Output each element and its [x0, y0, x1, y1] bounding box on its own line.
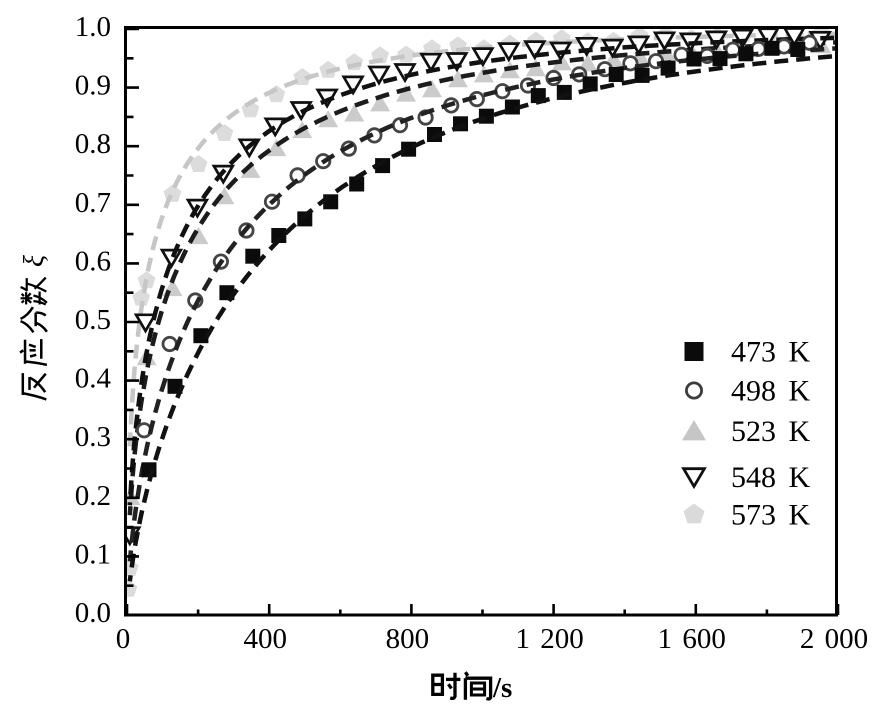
svg-text:800: 800 — [386, 623, 430, 655]
svg-text:0.9: 0.9 — [75, 70, 111, 102]
svg-text:1 600: 1 600 — [658, 623, 726, 655]
svg-text:2 000: 2 000 — [800, 623, 868, 655]
svg-text:0.3: 0.3 — [75, 421, 111, 453]
svg-text:0.6: 0.6 — [75, 245, 111, 277]
svg-text:0: 0 — [116, 623, 131, 655]
svg-text:498 K: 498 K — [731, 375, 811, 408]
svg-text:573 K: 573 K — [731, 499, 811, 532]
svg-text:ξ: ξ — [19, 255, 50, 267]
svg-text:0.8: 0.8 — [75, 128, 111, 160]
svg-text:/s: /s — [492, 672, 512, 704]
svg-text:400: 400 — [243, 623, 287, 655]
svg-text:0.2: 0.2 — [75, 480, 111, 512]
svg-text:0.7: 0.7 — [75, 187, 111, 219]
svg-text:0.1: 0.1 — [75, 538, 111, 570]
svg-text:1.0: 1.0 — [75, 11, 111, 43]
svg-text:0.0: 0.0 — [75, 597, 111, 629]
svg-text:0.5: 0.5 — [75, 304, 111, 336]
svg-text:473 K: 473 K — [731, 336, 811, 369]
svg-text:1 200: 1 200 — [515, 623, 583, 655]
svg-text:523 K: 523 K — [731, 415, 811, 448]
svg-text:548 K: 548 K — [731, 461, 811, 494]
svg-text:0.4: 0.4 — [75, 363, 112, 395]
